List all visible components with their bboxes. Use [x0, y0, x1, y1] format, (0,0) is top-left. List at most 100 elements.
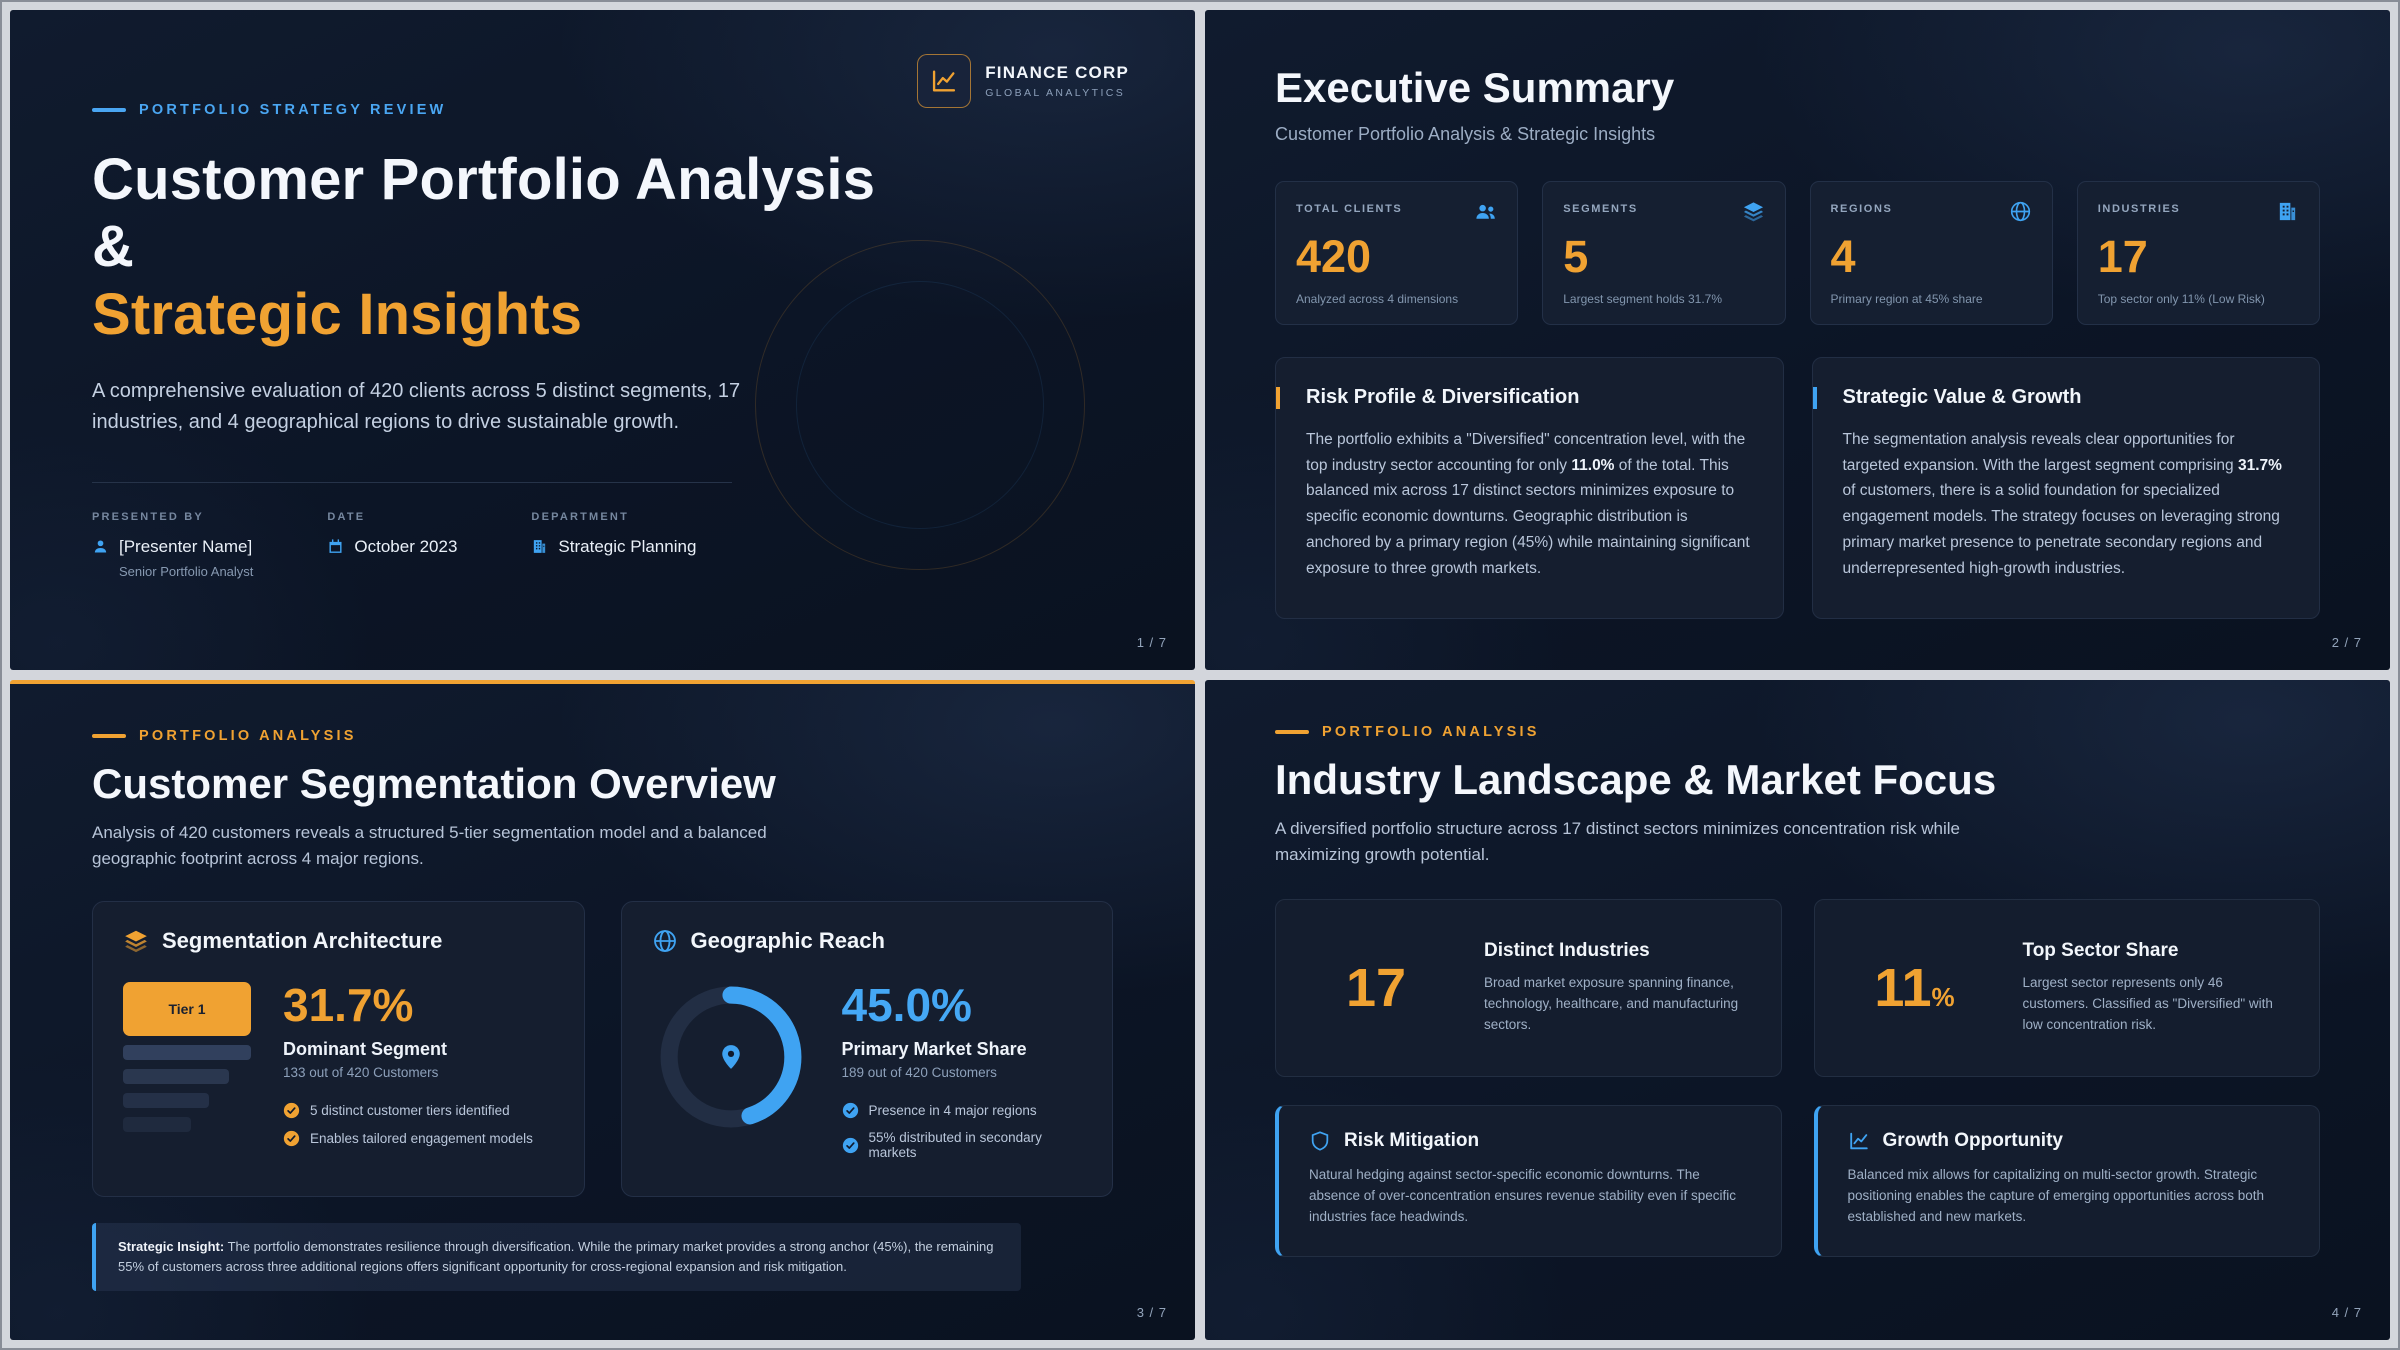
eyebrow-label: PORTFOLIO STRATEGY REVIEW: [139, 102, 447, 118]
stat-card-total-clients: TOTAL CLIENTS 420 Analyzed across 4 dime…: [1275, 181, 1519, 325]
tier-2-bar: [123, 1045, 251, 1060]
page-number: 1 / 7: [1136, 635, 1167, 650]
bullet-item: Enables tailored engagement models: [283, 1130, 533, 1147]
stat-card-row: TOTAL CLIENTS 420 Analyzed across 4 dime…: [1275, 181, 2320, 325]
tier-5-bar: [123, 1117, 191, 1132]
chart-logo-icon: [917, 54, 972, 108]
brand-logo: FINANCE CORP GLOBAL ANALYTICS: [917, 54, 1129, 108]
check-circle-icon: [283, 1102, 300, 1119]
presenter-value: [Presenter Name]: [92, 537, 253, 557]
chart-line-icon: [1848, 1130, 1870, 1152]
slide-1-title[interactable]: FINANCE CORP GLOBAL ANALYTICS PORTFOLIO …: [10, 10, 1195, 670]
slide3-subtitle: Analysis of 420 customers reveals a stru…: [92, 823, 767, 868]
presented-by-block: PRESENTED BY [Presenter Name] Senior Por…: [92, 511, 253, 579]
stat-card-regions: REGIONS 4 Primary region at 45% share: [1809, 181, 2053, 325]
value-panel-title: Strategic Value & Growth: [1812, 386, 2290, 409]
tier-4-bar: [123, 1093, 209, 1108]
globe-icon: [652, 928, 678, 954]
page-number: 4 / 7: [2331, 1305, 2362, 1320]
slide-3-segmentation[interactable]: PORTFOLIO ANALYSIS Customer Segmentation…: [10, 680, 1195, 1340]
person-icon: [92, 538, 109, 555]
stat-label: INDUSTRIES: [2097, 203, 2181, 215]
layers-icon: [1742, 200, 1765, 223]
slide1-main-title: Customer Portfolio Analysis & Strategic …: [92, 146, 1113, 348]
eyebrow-dash: [1275, 730, 1309, 734]
risk-panel-title: Risk Profile & Diversification: [1276, 386, 1753, 409]
stat-caption: Largest segment holds 31.7%: [1563, 292, 1723, 306]
slide4-eyebrow: PORTFOLIO ANALYSIS: [1275, 724, 2320, 740]
stat-label: SEGMENTS: [1563, 203, 1638, 215]
card-title: Geographic Reach: [690, 928, 885, 953]
dominant-segment-label: Dominant Segment: [283, 1039, 448, 1059]
slide4-title: Industry Landscape & Market Focus: [1275, 756, 1997, 803]
dominant-segment-sub: 133 out of 420 Customers: [283, 1065, 439, 1080]
stat-caption: Primary region at 45% share: [1830, 292, 1983, 306]
date-text: October 2023: [354, 536, 458, 556]
eyebrow-label: PORTFOLIO ANALYSIS: [139, 728, 357, 744]
industries-count: 17: [1345, 958, 1407, 1018]
meta-row: PRESENTED BY [Presenter Name] Senior Por…: [92, 511, 1113, 579]
card-body: Natural hedging against sector-specific …: [1309, 1167, 1736, 1224]
card-title: Growth Opportunity: [1882, 1130, 2063, 1151]
users-icon: [1474, 200, 1497, 223]
slide1-eyebrow: PORTFOLIO STRATEGY REVIEW: [92, 102, 1113, 118]
page-number: 3 / 7: [1136, 1305, 1167, 1320]
title-line-3: Strategic Insights: [92, 281, 583, 347]
strategic-value-panel: Strategic Value & Growth The segmentatio…: [1811, 357, 2320, 619]
building-icon: [531, 538, 548, 555]
presenter-role: Senior Portfolio Analyst: [119, 563, 254, 579]
tier-3-bar: [123, 1069, 229, 1084]
eyebrow-dash: [92, 108, 126, 112]
slide2-title: Executive Summary: [1275, 64, 1675, 111]
stat-value: 5: [1563, 231, 1589, 282]
summary-panels: Risk Profile & Diversification The portf…: [1275, 357, 2320, 619]
slide4-subtitle: A diversified portfolio structure across…: [1275, 819, 1960, 864]
card-title: Top Sector Share: [2022, 940, 2179, 962]
card-title: Distinct Industries: [1484, 940, 1650, 962]
title-line-2: &: [92, 214, 135, 280]
segmentation-architecture-card: Segmentation Architecture Tier 1 31.7% D…: [92, 901, 585, 1197]
stat-value: 17: [2097, 231, 2148, 282]
market-share-value: 45.0%: [841, 979, 972, 1031]
bullet-item: 5 distinct customer tiers identified: [283, 1102, 533, 1119]
market-share-donut: [652, 978, 810, 1136]
top-sector-share-card: 11% Top Sector Share Largest sector repr…: [1813, 899, 2320, 1077]
brand-tagline: GLOBAL ANALYTICS: [985, 87, 1126, 99]
value-panel-body: The segmentation analysis reveals clear …: [1842, 431, 2282, 577]
insight-lead: Strategic Insight:: [118, 1239, 225, 1254]
page-number: 2 / 7: [2331, 635, 2362, 650]
slide1-subtitle: A comprehensive evaluation of 420 client…: [92, 379, 741, 433]
stat-card-segments: SEGMENTS 5 Largest segment holds 31.7%: [1542, 181, 1786, 325]
sector-share-value: 11%: [1874, 958, 1955, 1018]
presented-by-label: PRESENTED BY: [92, 510, 204, 523]
slide3-eyebrow: PORTFOLIO ANALYSIS: [92, 728, 1113, 744]
stat-caption: Analyzed across 4 dimensions: [1296, 292, 1459, 306]
distinct-industries-card: 17 Distinct Industries Broad market expo…: [1275, 899, 1782, 1077]
risk-mitigation-card: Risk Mitigation Natural hedging against …: [1275, 1105, 1782, 1257]
card-title: Risk Mitigation: [1344, 1130, 1480, 1151]
stat-label: REGIONS: [1830, 203, 1893, 215]
slide-4-industry-landscape[interactable]: PORTFOLIO ANALYSIS Industry Landscape & …: [1205, 680, 2390, 1340]
check-circle-icon: [842, 1137, 859, 1154]
title-line-1: Customer Portfolio Analysis: [92, 147, 876, 212]
location-pin-icon: [652, 978, 810, 1136]
industry-cards-grid: 17 Distinct Industries Broad market expo…: [1275, 899, 2320, 1257]
card-body: Largest sector represents only 46 custom…: [2022, 975, 2273, 1032]
market-share-label: Primary Market Share: [841, 1039, 1027, 1059]
risk-panel-body: The portfolio exhibits a "Diversified" c…: [1306, 431, 1750, 577]
slide2-subtitle: Customer Portfolio Analysis & Strategic …: [1275, 124, 1656, 144]
stat-card-industries: INDUSTRIES 17 Top sector only 11% (Low R…: [2076, 181, 2320, 325]
geographic-reach-card: Geographic Reach 45.0% Prima: [620, 901, 1113, 1197]
bullet-item: 55% distributed in secondary markets: [842, 1130, 1083, 1160]
calendar-icon: [327, 538, 344, 555]
strategic-insight-callout: Strategic Insight: The portfolio demonst…: [92, 1223, 1021, 1292]
market-share-sub: 189 out of 420 Customers: [841, 1065, 997, 1080]
date-label: DATE: [327, 510, 366, 523]
date-value: October 2023: [327, 537, 457, 557]
slide-2-executive-summary[interactable]: Executive Summary Customer Portfolio Ana…: [1205, 10, 2390, 670]
eyebrow-label: PORTFOLIO ANALYSIS: [1322, 724, 1540, 740]
globe-icon: [2009, 200, 2032, 223]
card-body: Broad market exposure spanning finance, …: [1484, 975, 1739, 1032]
department-block: DEPARTMENT Strategic Planning: [531, 511, 696, 579]
